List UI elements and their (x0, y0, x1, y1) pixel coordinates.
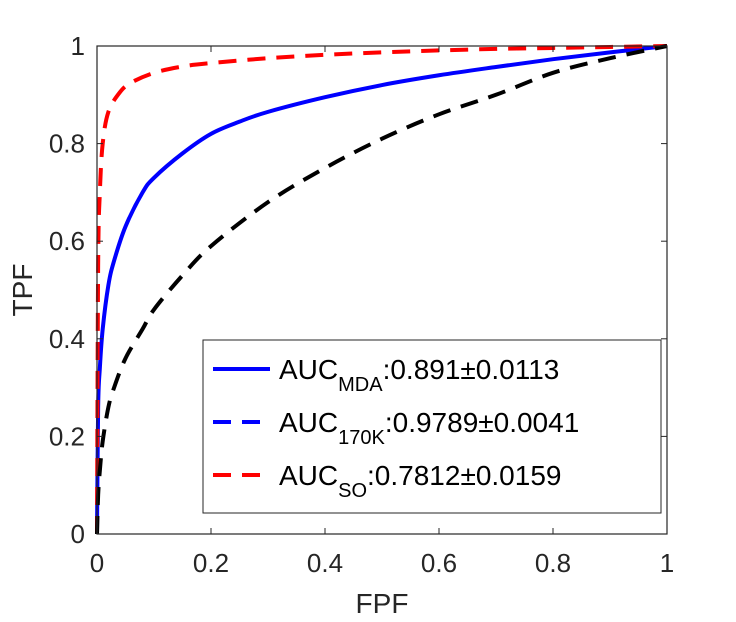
series-line-2 (95, 44, 668, 535)
legend-value-text: :0.9789±0.0041 (385, 407, 579, 438)
legend-main-text: AUC (279, 407, 338, 438)
legend-entry-1: AUC170K:0.9789±0.0041 (279, 407, 579, 449)
y-tick-label: 1 (71, 31, 85, 61)
legend-subscript: MDA (338, 374, 383, 396)
legend-main-text: AUC (279, 354, 338, 385)
series-line-3 (95, 44, 668, 535)
x-axis-label: FPF (356, 588, 409, 619)
y-tick-label: 0.2 (49, 421, 85, 451)
legend-subscript: 170K (338, 427, 385, 449)
x-tick-label: 0.4 (307, 548, 343, 578)
legend-main-text: AUC (279, 460, 338, 491)
curves-layer (95, 44, 668, 535)
x-tick-label: 1 (660, 548, 674, 578)
legend-entry-0: AUCMDA:0.891±0.0113 (279, 354, 559, 396)
plot-frame (96, 45, 668, 535)
x-tick-labels: 0 0.2 0.4 0.6 0.8 1 (90, 548, 674, 578)
legend-subscript: SO (338, 480, 367, 502)
legend-value-text: :0.7812±0.0159 (367, 460, 561, 491)
y-tick-label: 0.4 (49, 324, 85, 354)
legend-entry-2: AUCSO:0.7812±0.0159 (279, 460, 561, 502)
ticks-layer (96, 45, 668, 535)
legend: AUCMDA:0.891±0.0113AUC170K:0.9789±0.0041… (202, 339, 662, 514)
x-tick-label: 0.2 (193, 548, 229, 578)
legend-value-text: :0.891±0.0113 (383, 354, 560, 385)
y-axis-label: TPF (7, 264, 38, 317)
y-tick-label: 0.6 (49, 226, 85, 256)
series-line-0 (95, 44, 668, 535)
x-tick-label: 0.6 (421, 548, 457, 578)
y-tick-label: 0.8 (49, 129, 85, 159)
legend-box (202, 339, 662, 514)
x-tick-label: 0.8 (535, 548, 571, 578)
y-tick-label: 0 (71, 519, 85, 549)
y-tick-labels: 0 0.2 0.4 0.6 0.8 1 (49, 31, 85, 549)
x-tick-label: 0 (90, 548, 104, 578)
